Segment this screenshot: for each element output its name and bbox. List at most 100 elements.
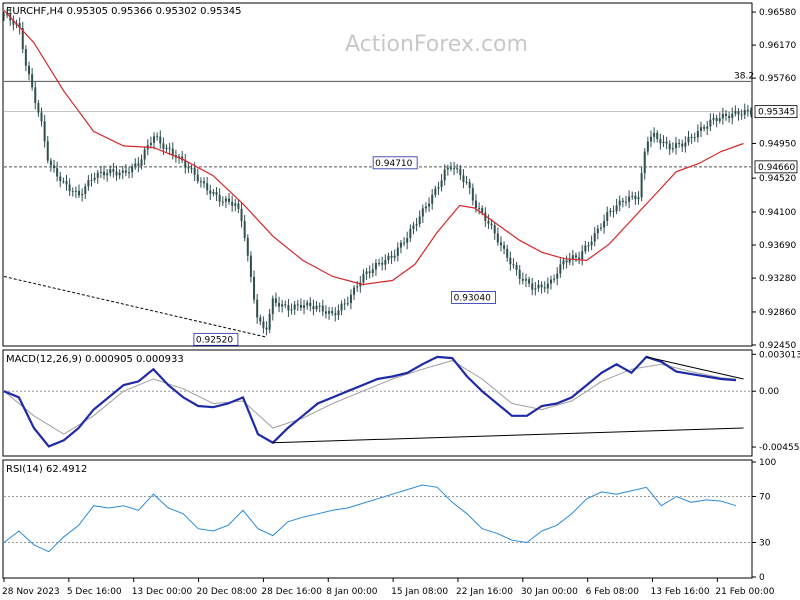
x-tick-label: 15 Jan 08:00 (391, 587, 448, 597)
candle-body (140, 159, 143, 166)
rsi-y-label: 100 (759, 458, 776, 468)
candle-body (387, 255, 390, 261)
y-tick-label: 0.94100 (759, 208, 796, 218)
candle-body (453, 168, 456, 170)
candle-body (340, 303, 343, 311)
candle-body (578, 257, 581, 260)
candle-body (268, 314, 271, 330)
candle-body (228, 198, 231, 202)
macd-y-label: -0.00455 (759, 443, 799, 453)
price-tag-text: 0.94660 (758, 163, 795, 173)
candle-body (199, 181, 202, 183)
macd-line (3, 355, 737, 448)
candle-body (693, 137, 696, 139)
candle-body (221, 201, 224, 203)
y-tick-label: 0.96580 (759, 8, 796, 18)
candle-body (184, 160, 187, 168)
candle-body (740, 114, 743, 116)
x-tick-label: 30 Jan 00:00 (521, 587, 578, 597)
candle-body (474, 200, 477, 208)
candle-body (3, 14, 5, 16)
x-tick-label: 13 Dec 00:00 (132, 587, 193, 597)
candle-body (315, 305, 318, 310)
candle-body (259, 317, 262, 322)
candle-body (74, 190, 77, 192)
candle-body (115, 171, 118, 176)
candle-body (621, 200, 624, 203)
candle-body (599, 227, 602, 229)
candle-body (203, 181, 206, 184)
candle-body (12, 20, 15, 25)
candle-body (156, 136, 159, 138)
candle-body (193, 168, 196, 175)
annotation-text: 0.94710 (375, 159, 412, 169)
candle-body (240, 208, 243, 222)
candle-body (246, 237, 249, 256)
candle-body (118, 172, 121, 176)
candle-body (381, 262, 384, 265)
candle-body (690, 136, 693, 138)
candle-body (643, 151, 646, 174)
candle-body (399, 242, 402, 248)
candle-body (271, 298, 274, 315)
candle-body (237, 203, 240, 209)
macd-header: MACD(12,26,9) 0.000905 0.000933 (6, 354, 184, 365)
candle-body (284, 304, 287, 306)
candle-body (678, 143, 681, 145)
fib-label: 38.2 (734, 71, 754, 81)
candle-body (318, 305, 321, 307)
candle-body (574, 255, 577, 258)
candle-body (559, 264, 562, 274)
candle-body (746, 110, 749, 112)
candle-body (71, 191, 74, 193)
candle-body (459, 168, 462, 176)
candle-body (668, 143, 671, 150)
candle-body (656, 132, 659, 139)
price-panel (2, 2, 753, 347)
candle-body (640, 173, 643, 198)
candle-body (349, 294, 352, 304)
candle-body (546, 283, 549, 289)
candle-body (265, 327, 268, 330)
candle-body (171, 148, 174, 156)
candle-body (671, 148, 674, 150)
candle-body (674, 143, 677, 149)
candle-body (712, 118, 715, 120)
y-tick-label: 0.93280 (759, 274, 796, 284)
candle-body (293, 304, 296, 310)
annotation-text: 0.93040 (454, 293, 491, 303)
candle-body (653, 132, 656, 137)
candle-body (649, 136, 652, 142)
ma-line (3, 9, 744, 286)
candle-body (721, 113, 724, 119)
candle-body (584, 245, 587, 252)
candle-body (96, 172, 99, 178)
candle-body (134, 163, 137, 167)
candle-body (518, 269, 521, 279)
candle-body (178, 156, 181, 158)
candle-body (368, 271, 371, 274)
candle-body (440, 180, 443, 188)
candle-body (187, 167, 190, 169)
candle-body (540, 284, 543, 288)
candle-body (587, 245, 590, 247)
candle-body (21, 28, 24, 50)
candle-body (462, 175, 465, 182)
candle-body (437, 187, 440, 189)
candle-body (515, 265, 518, 270)
watermark: ActionForex.com (345, 32, 528, 57)
candle-body (68, 184, 71, 192)
candle-body (215, 192, 218, 195)
price-annotation: 0.92520 (193, 332, 239, 346)
price-header: EURCHF,H4 0.95305 0.95366 0.95302 0.9534… (6, 6, 242, 17)
candle-body (149, 142, 152, 146)
candle-body (681, 143, 684, 147)
candle-body (196, 174, 199, 182)
candle-body (218, 194, 221, 202)
candle-body (634, 195, 637, 200)
candle-body (396, 247, 399, 256)
x-tick-label: 8 Jan 00:00 (326, 587, 378, 597)
candle-body (206, 183, 209, 191)
candle-body (490, 223, 493, 226)
candle-body (571, 255, 574, 260)
